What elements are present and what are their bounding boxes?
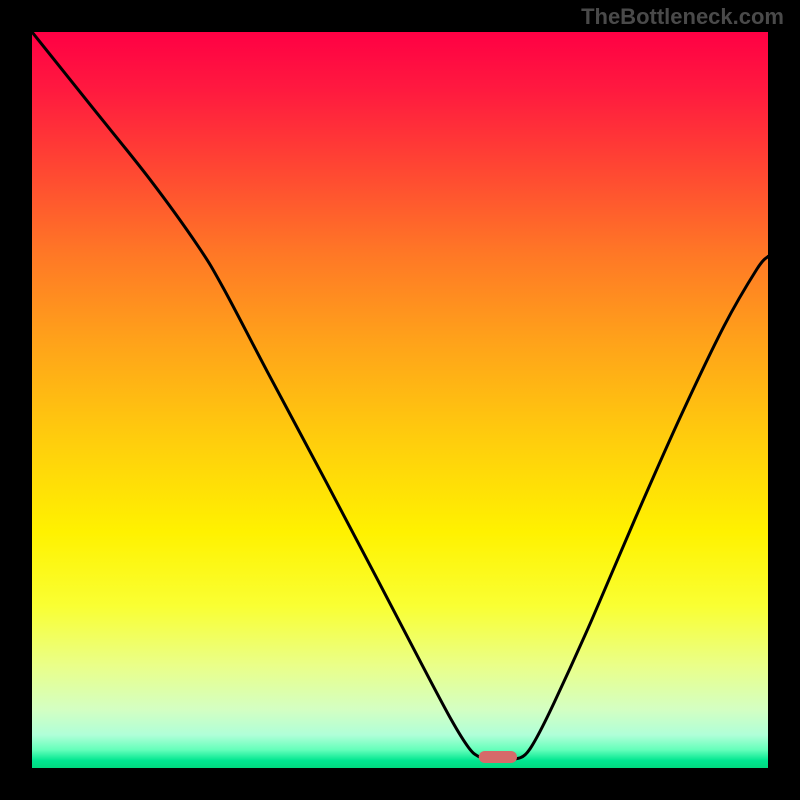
bottleneck-chart bbox=[0, 0, 800, 800]
watermark-text: TheBottleneck.com bbox=[581, 4, 784, 30]
valley-marker bbox=[479, 751, 517, 763]
gradient-background bbox=[32, 32, 768, 768]
